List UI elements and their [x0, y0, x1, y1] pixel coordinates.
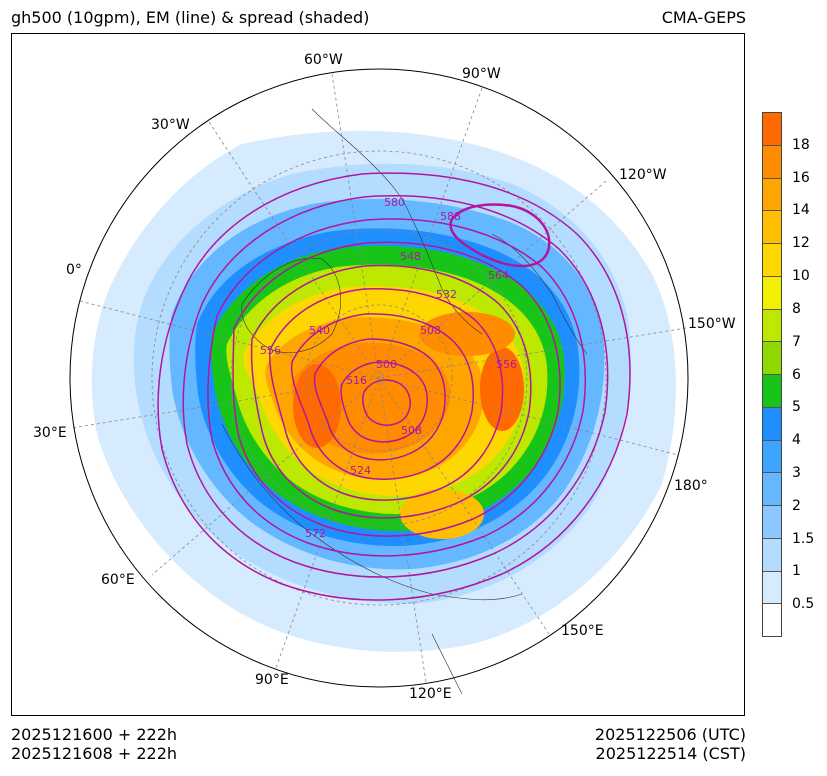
colorbar-segment	[763, 178, 781, 212]
colorbar-segment	[763, 440, 781, 474]
graticule	[71, 73, 687, 683]
latitude-circle-outer	[151, 150, 607, 606]
polar-disc-border	[69, 68, 689, 688]
colorbar-segment	[763, 571, 781, 605]
contour-580	[182, 194, 609, 578]
colorbar-segment	[763, 211, 781, 244]
latitude-circle-mid	[230, 229, 528, 527]
init-time: 2025121600 + 222h 2025121608 + 222h	[11, 725, 177, 763]
colorbar-segment	[763, 473, 781, 506]
chart-title: gh500 (10gpm), EM (line) & spread (shade…	[11, 8, 370, 27]
colorbar-label: 8	[792, 300, 801, 317]
contour-label: 540	[309, 324, 330, 337]
contour-516	[340, 361, 429, 443]
polar-map: 580 588 548 564 532 540 508 556 500 556 …	[33, 52, 736, 702]
meridian-150w-30e	[71, 327, 687, 429]
contour-532	[313, 338, 446, 461]
height-contours	[157, 172, 631, 601]
colorbar	[762, 112, 782, 637]
colorbar-segment	[763, 145, 781, 179]
model-name: CMA-GEPS	[661, 8, 746, 27]
contour-572	[207, 218, 586, 557]
meridian-120w-60e	[151, 180, 607, 576]
contour-label: 532	[436, 288, 457, 301]
contour-label: 588	[440, 210, 461, 223]
colorbar-segment	[763, 538, 781, 572]
lon-label-60w: 60°W	[304, 52, 343, 68]
contour-label: 548	[400, 250, 421, 263]
lon-label-90w: 90°W	[462, 66, 501, 82]
lon-label-30e: 30°E	[33, 425, 67, 441]
longitude-labels: 60°W 90°W 30°W 120°W 0° 150°W 30°E 180° …	[33, 52, 736, 702]
colorbar-label: 3	[792, 464, 801, 481]
spread-high-north	[419, 312, 515, 356]
valid-time-cst: 2025122514 (CST)	[595, 744, 746, 763]
lon-label-30w: 30°W	[151, 117, 190, 133]
coastline-asia-east	[431, 633, 463, 695]
lon-label-90e: 90°E	[255, 672, 289, 688]
colorbar-segment	[763, 113, 781, 146]
contour-588-closed-high	[449, 203, 551, 268]
colorbar-segment	[763, 342, 781, 375]
colorbar-label: 10	[792, 268, 810, 285]
colorbar-segment	[763, 604, 781, 636]
contour-label: 508	[401, 424, 422, 437]
lon-label-120w: 120°W	[619, 167, 667, 183]
colorbar-segment	[763, 276, 781, 310]
lon-label-0: 0°	[66, 262, 82, 278]
contour-label: 524	[350, 464, 371, 477]
contour-500	[362, 379, 411, 426]
colorbar-label: 1	[792, 563, 801, 580]
contour-540	[290, 313, 475, 480]
colorbar-label: 16	[792, 169, 810, 186]
colorbar-label: 1.5	[792, 530, 815, 547]
contour-label: 556	[496, 358, 517, 371]
contour-564	[232, 241, 561, 537]
contour-label: 572	[305, 527, 326, 540]
contour-label: 556	[260, 344, 281, 357]
colorbar-segment	[763, 407, 781, 441]
latitude-circle-inner	[305, 304, 453, 452]
colorbar-label: 5	[792, 399, 801, 416]
contour-556	[250, 264, 532, 519]
colorbar-label: 6	[792, 366, 801, 383]
coastline-greenland	[241, 257, 342, 354]
init-time-cst: 2025121608 + 222h	[11, 744, 178, 763]
colorbar-label: 14	[792, 202, 810, 219]
contour-588-outer	[157, 172, 631, 601]
map-frame: 580 588 548 564 532 540 508 556 500 556 …	[11, 33, 745, 716]
lon-label-60e: 60°E	[101, 572, 135, 588]
colorbar-label: 4	[792, 432, 801, 449]
colorbar-label: 12	[792, 235, 810, 252]
contour-labels: 580 588 548 564 532 540 508 556 500 556 …	[260, 196, 517, 540]
colorbar-label: 18	[792, 136, 810, 153]
contour-label: 580	[384, 196, 405, 209]
contour-label: 564	[488, 269, 509, 282]
coastline-eurasia	[221, 423, 523, 601]
colorbar-label: 0.5	[792, 596, 815, 613]
colorbar-labels: 18 16 14 12 10 8 7 6 5 4 3 2 1.5 1 0.5	[792, 112, 827, 637]
lon-label-150e: 150°E	[561, 623, 604, 639]
lon-label-150w: 150°W	[688, 316, 736, 332]
valid-time: 2025122506 (UTC) 2025122514 (CST)	[595, 725, 746, 763]
lon-label-120e: 120°E	[409, 686, 452, 702]
colorbar-segment	[763, 506, 781, 539]
colorbar-label: 7	[792, 333, 801, 350]
colorbar-segment	[763, 244, 781, 277]
contour-label: 508	[420, 324, 441, 337]
contour-label: 500	[376, 358, 397, 371]
colorbar-label: 2	[792, 497, 801, 514]
init-time-utc: 2025121600 + 222h	[11, 725, 178, 744]
contour-548	[269, 287, 504, 501]
lon-label-180: 180°	[674, 478, 708, 494]
spread-high-south	[400, 489, 484, 539]
colorbar-segment	[763, 375, 781, 408]
valid-time-utc: 2025122506 (UTC)	[594, 725, 746, 744]
contour-label: 516	[346, 374, 367, 387]
colorbar-segment	[763, 309, 781, 343]
